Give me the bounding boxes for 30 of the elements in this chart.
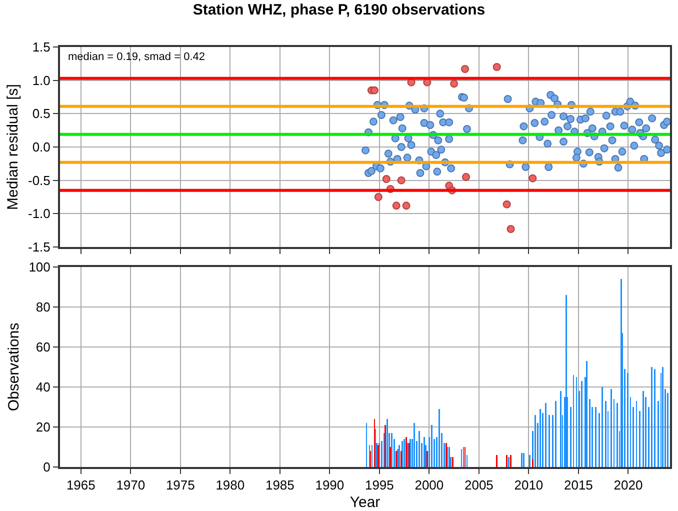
x-tick-label: 2005: [464, 478, 494, 493]
x-tick-label: 1995: [364, 478, 394, 493]
x-tick-label: 2020: [614, 478, 643, 493]
x-tick-label: 1985: [265, 478, 294, 493]
y-tick-label: 80: [36, 300, 50, 315]
y-tick-label: -0.5: [28, 172, 50, 188]
y-tick-label: 1.0: [32, 72, 50, 88]
x-tick-label: 1970: [116, 478, 146, 493]
chart-title: Station WHZ, phase P, 6190 observations: [192, 1, 486, 18]
y-axis-title: Observations: [5, 322, 22, 412]
x-tick-label: 1980: [216, 478, 245, 493]
y-axis-title: Median residual [s]: [4, 84, 22, 210]
y-tick-label: 60: [36, 340, 50, 355]
x-tick-label: 2000: [414, 478, 444, 493]
y-tick-label: 20: [36, 420, 50, 435]
y-tick-label: 100: [28, 260, 50, 275]
y-tick-label: 1.5: [32, 40, 50, 55]
y-tick-label: 40: [36, 380, 50, 395]
x-tick-label: 2010: [514, 478, 544, 493]
y-tick-label: -1.0: [28, 206, 50, 222]
annotation: median = 0.19, smad = 0.42: [68, 51, 205, 63]
y-tick-label: 0.5: [32, 106, 50, 122]
x-axis-title: Year: [350, 494, 380, 511]
y-tick-label: 0.0: [32, 140, 50, 155]
x-tick-label: 1975: [166, 478, 195, 493]
x-tick-label: 1990: [315, 478, 344, 493]
y-tick-label: 0: [43, 460, 50, 475]
x-tick-label: 2015: [564, 478, 593, 493]
x-tick-label: 1965: [66, 478, 96, 493]
y-tick-label: -1.5: [28, 240, 50, 255]
